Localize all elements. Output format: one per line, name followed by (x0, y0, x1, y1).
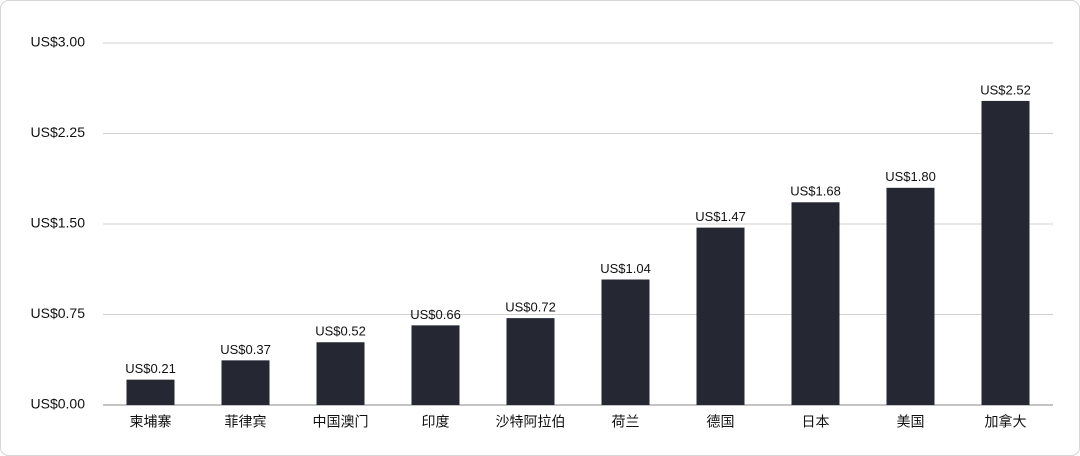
value-label: US$0.72 (505, 300, 556, 315)
y-tick-label: US$3.00 (31, 34, 86, 50)
value-label: US$1.04 (600, 261, 651, 276)
value-label: US$0.37 (220, 342, 271, 357)
bar (506, 318, 555, 405)
y-tick-label: US$0.75 (31, 305, 86, 321)
x-tick-label: 美国 (897, 414, 925, 430)
value-label: US$1.80 (885, 169, 936, 184)
x-tick-label: 中国澳门 (313, 414, 369, 430)
x-tick-label: 柬埔寨 (130, 414, 172, 430)
value-label: US$0.66 (410, 307, 461, 322)
bar (126, 379, 175, 405)
value-label: US$1.47 (695, 209, 746, 224)
value-label: US$0.52 (315, 324, 366, 339)
bar (981, 100, 1030, 406)
x-tick-label: 加拿大 (985, 414, 1027, 430)
x-tick-label: 沙特阿拉伯 (496, 414, 566, 430)
x-tick-label: 荷兰 (612, 414, 640, 430)
bar (411, 325, 460, 405)
bar (696, 227, 745, 405)
bar (791, 202, 840, 405)
y-tick-label: US$0.00 (31, 396, 86, 412)
bar (601, 279, 650, 405)
x-tick-label: 德国 (707, 414, 735, 430)
bar (886, 187, 935, 405)
value-label: US$1.68 (790, 184, 841, 199)
bar (316, 342, 365, 405)
value-label: US$0.21 (125, 361, 176, 376)
x-tick-label: 日本 (802, 414, 830, 430)
bar (221, 360, 270, 405)
value-label: US$2.52 (980, 82, 1031, 97)
y-tick-label: US$2.25 (31, 124, 86, 140)
x-tick-label: 印度 (422, 414, 450, 430)
x-tick-label: 菲律宾 (225, 414, 267, 430)
y-tick-label: US$1.50 (31, 215, 86, 231)
